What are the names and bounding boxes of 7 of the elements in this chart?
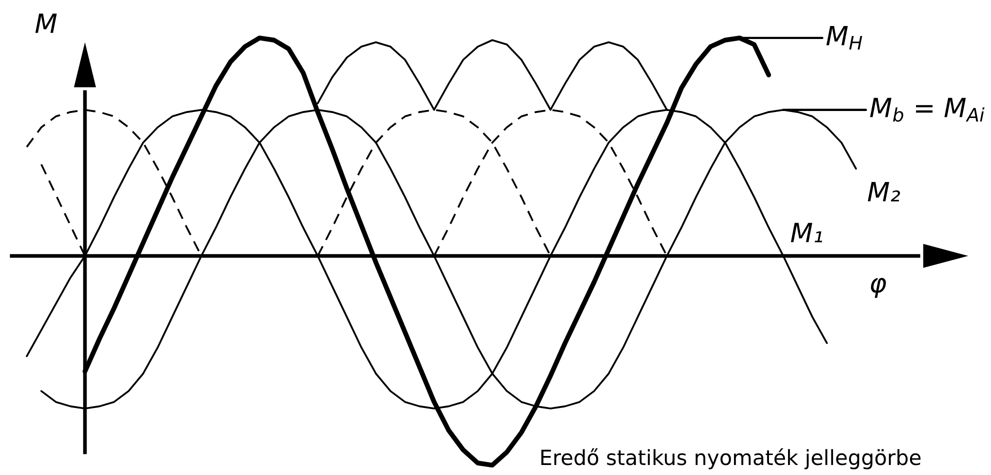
series-label: M₁ — [790, 222, 822, 242]
y-axis-title: M — [35, 14, 57, 33]
annotation: Eredő statikus nyomaték jelleggörbe — [541, 448, 921, 470]
x-axis-title: φ — [870, 278, 886, 298]
annotation: M$_{H}$ — [826, 26, 862, 50]
annotation: M$_{b}$ = M$_{Ai}$ — [870, 98, 984, 122]
series-label: M₂ — [868, 182, 900, 202]
